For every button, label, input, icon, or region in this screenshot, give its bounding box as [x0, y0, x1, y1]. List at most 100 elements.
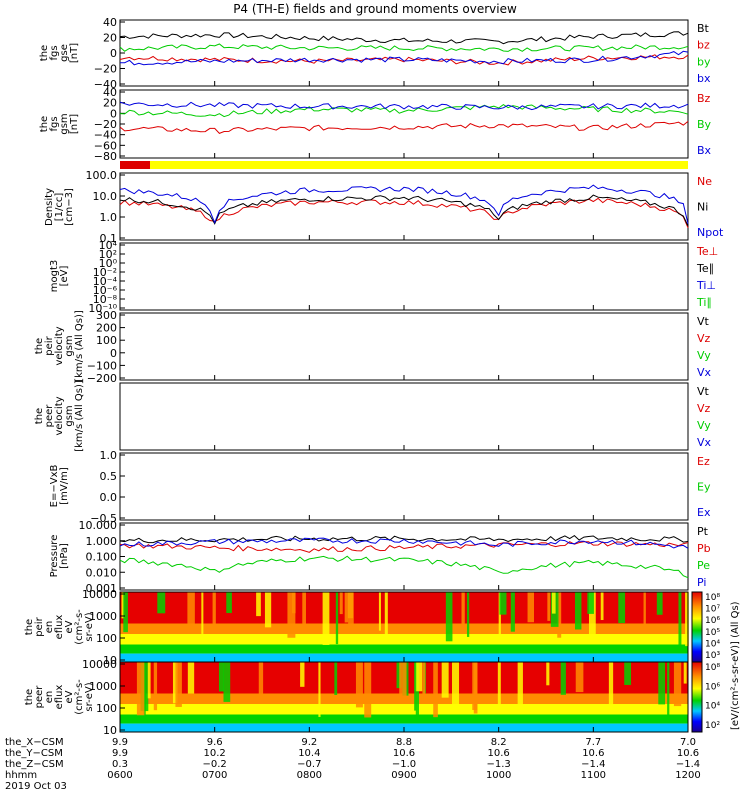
x-axis-value-hhmm: 0600: [107, 770, 132, 781]
series-Pe: [119, 555, 689, 579]
legend-Vz: Vz: [697, 332, 711, 345]
spectrogram-streak: [226, 592, 232, 614]
spectrogram-streak: [656, 592, 663, 615]
y-axis-label: mogt3 [eV]: [49, 260, 70, 293]
y-tick-label: 100.0: [86, 169, 118, 182]
spectrogram-streak: [172, 662, 178, 704]
y-tick-label: 10000: [82, 658, 117, 671]
spectrogram-streak: [452, 662, 460, 713]
legend-Ne: Ne: [697, 175, 712, 188]
spectrogram-streak: [643, 592, 646, 631]
legend-Npot: Npot: [697, 226, 724, 239]
y-tick-label: −60: [94, 139, 117, 152]
y-tick-label: 10⁰: [99, 257, 118, 270]
legend-Vx: Vx: [697, 436, 712, 449]
x-axis-row-label: hhmm: [5, 770, 37, 781]
spectrogram-band: [120, 623, 688, 634]
y-axis-label-line: [cm−3]: [64, 188, 75, 226]
spectrogram-streak: [499, 592, 507, 615]
y-axis-label-line: [mV/m]: [59, 467, 70, 505]
y-axis-label-line: (cm²-s-: [74, 609, 85, 645]
spectrogram-streak: [258, 662, 264, 696]
series-By: [119, 103, 689, 118]
spectrogram-streak: [302, 592, 306, 628]
spectrogram-streak: [348, 592, 354, 628]
y-axis-label-line: the: [39, 45, 50, 61]
spectrogram-streak: [264, 592, 272, 628]
spectrogram-streak: [153, 662, 158, 711]
x-axis-value-hhmm: 0900: [391, 770, 416, 781]
x-axis-value-x: 9.2: [301, 737, 317, 748]
colorbar-tick: 10⁴: [705, 702, 720, 712]
x-axis-value-x: 8.2: [491, 737, 507, 748]
panel-peer_eflux: 10000 1000 100 10 the peer en eflux eV (cm²-s-sr-…: [24, 658, 689, 737]
spectrogram-streak: [335, 592, 339, 645]
x-axis-value-z: −0.7: [297, 759, 321, 770]
spectrogram-streak: [510, 592, 515, 632]
spectrogram-streak: [414, 662, 417, 711]
x-axis-value-y: 10.6: [582, 748, 604, 759]
spectrogram-streak: [121, 592, 125, 619]
spectrogram-streak: [187, 592, 195, 626]
spectrogram-streak: [466, 592, 470, 637]
legend-Pt: Pt: [697, 525, 709, 538]
y-axis-label: E=−VxB [mV/m]: [49, 465, 70, 508]
spectrogram-streak: [472, 662, 478, 711]
legend-Ti⊥: Ti⊥: [696, 279, 716, 292]
y-tick-label: 10: [103, 654, 117, 667]
legend-Vz: Vz: [697, 402, 711, 415]
y-axis-label-line: eflux: [54, 615, 65, 640]
y-tick-label: −80: [94, 150, 117, 163]
spectrogram-streak: [378, 592, 381, 631]
y-tick-label: 1000: [89, 610, 117, 623]
legend-Ni: Ni: [697, 201, 708, 214]
y-tick-label: −100: [87, 359, 117, 372]
y-tick-label: 100: [96, 632, 117, 645]
y-axis-label-line: [km/s (All Qs)]: [74, 380, 85, 452]
spectrogram-streak: [658, 662, 666, 705]
x-axis-value-hhmm: 0700: [202, 770, 227, 781]
legend-Bt: Bt: [697, 22, 710, 35]
spectrogram-streak: [441, 662, 449, 698]
spectrogram-streak: [546, 662, 550, 686]
x-axis-row-label: the_Z−CSM: [5, 759, 64, 770]
series-by: [119, 43, 689, 52]
y-axis-label: the peir velocity gsm [km/s (All Qs)]: [34, 310, 85, 382]
panel-background: [120, 90, 688, 158]
y-tick-label: 20: [103, 97, 117, 110]
panel-background: [120, 523, 688, 590]
colorbar-tick: 10⁵: [705, 628, 720, 638]
spectrogram-streak: [527, 592, 534, 623]
panel-background: [120, 313, 688, 380]
legend-Vt: Vt: [697, 315, 710, 328]
y-axis-label-line: eflux: [54, 685, 65, 710]
x-axis-value-hhmm: 0800: [297, 770, 322, 781]
y-axis-label-line: en: [44, 691, 55, 704]
spectrogram-streak: [223, 662, 231, 702]
y-axis-label-line: velocity: [54, 396, 65, 435]
x-axis-value-hhmm: 1100: [581, 770, 606, 781]
legend-By: By: [697, 118, 712, 131]
legend-Ex: Ex: [697, 506, 711, 519]
spectrogram-streak: [683, 662, 687, 684]
legend-Bx: Bx: [697, 144, 712, 157]
legend-Vy: Vy: [697, 349, 711, 362]
spectrogram-streak: [624, 662, 632, 685]
spectrogram-streak: [560, 662, 566, 695]
y-axis-label-line: [nPa]: [59, 543, 70, 569]
spectrogram-streak: [667, 662, 670, 716]
y-tick-label: 10⁻⁸: [93, 293, 118, 306]
legend-Bz: Bz: [697, 92, 711, 105]
colorbar-tick: 10⁶: [705, 616, 720, 626]
series-Pb: [119, 541, 689, 553]
y-axis-label: the peer velocity gsm [km/s (All Qs)]: [34, 380, 85, 452]
spectrogram-streak: [318, 662, 321, 717]
y-axis-label: the peer en eflux eV (cm²-s-sr-eV): [24, 679, 95, 715]
x-axis-value-z: −0.2: [203, 759, 227, 770]
y-axis-label-line: the: [24, 619, 35, 635]
x-axis-value-hhmm: 1000: [486, 770, 511, 781]
x-axis-value-x: 7.7: [585, 737, 601, 748]
panel-e_field: 1.0 0.5 0.0 −0.5 E=−VxB [mV/m] Ez Ey Ex: [49, 449, 711, 525]
